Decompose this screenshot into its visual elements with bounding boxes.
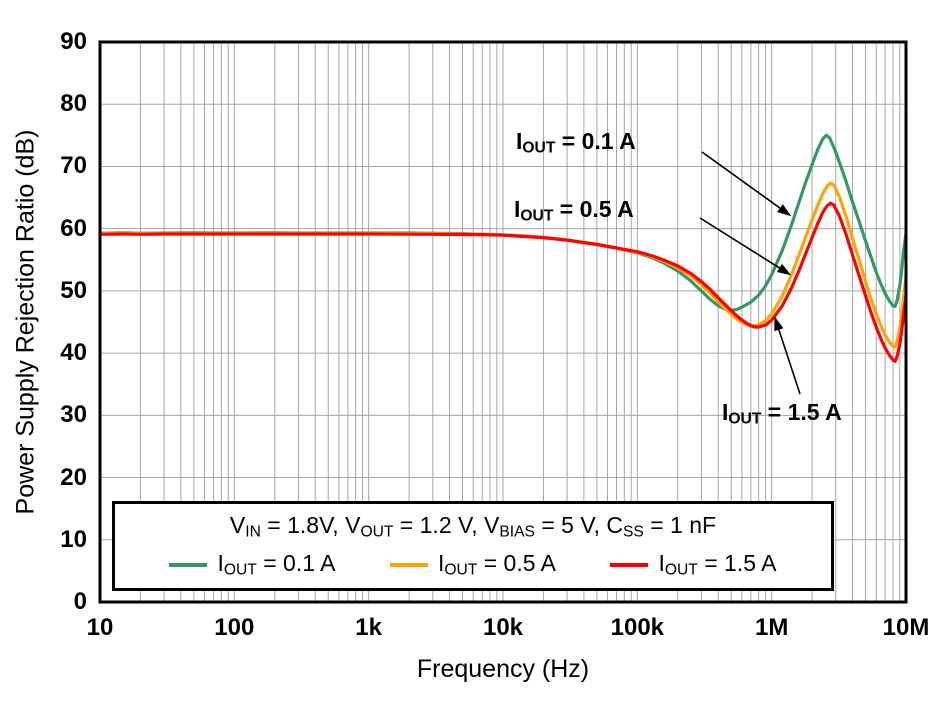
- legend-item-label: IOUT = 0.5 A: [437, 550, 556, 579]
- legend-item-label: IOUT = 0.1 A: [217, 550, 336, 579]
- y-tick-label: 30: [60, 401, 87, 429]
- annotation-iout-0.1a-arrow-line: [701, 151, 781, 209]
- legend-item-iout-0.1-a: IOUT = 0.1 A: [169, 550, 336, 579]
- y-tick-label: 40: [60, 339, 87, 367]
- x-tick-label: 100: [214, 614, 255, 641]
- curve-iout-1.5-a: [98, 201, 908, 363]
- legend-row: IOUT = 0.1 A IOUT = 0.5 A IOUT = 1.5 A: [115, 550, 831, 579]
- legend-swatch: [169, 562, 208, 567]
- annotation-iout-0.5a-arrowhead: [776, 263, 792, 276]
- x-tick-label: 1k: [355, 614, 383, 641]
- legend-item-iout-0.5-a: IOUT = 0.5 A: [389, 550, 556, 579]
- legend-conditions: VIN = 1.8V, VOUT = 1.2 V, VBIAS = 5 V, C…: [229, 512, 717, 541]
- annotation-iout-0.5a-label: IOUT = 0.5 A: [514, 196, 634, 225]
- annotation-iout-1.5a-label: IOUT = 1.5 A: [722, 399, 842, 428]
- legend-item-iout-1.5-a: IOUT = 1.5 A: [610, 550, 777, 579]
- annotation-iout-0.1a-arrowhead: [777, 204, 792, 217]
- plot-border: [98, 40, 908, 604]
- annotation-iout-0.5a-arrow-line: [699, 217, 780, 269]
- y-tick-label: 20: [60, 463, 87, 491]
- y-axis-title: Power Supply Rejection Ratio (dB): [11, 129, 40, 515]
- legend-swatch: [389, 562, 428, 567]
- x-tick-label: 10M: [882, 614, 928, 641]
- legend-box: VIN = 1.8V, VOUT = 1.2 V, VBIAS = 5 V, C…: [112, 501, 834, 591]
- annotation-iout-1.5a-arrow-line: [778, 329, 801, 395]
- legend-item-label: IOUT = 1.5 A: [658, 550, 777, 579]
- legend-swatch: [610, 562, 649, 567]
- y-tick-label: 10: [60, 525, 87, 553]
- annotation-iout-0.1a-label: IOUT = 0.1 A: [516, 128, 636, 157]
- y-tick-label: 80: [60, 90, 87, 118]
- x-tick-label: 100k: [610, 614, 665, 641]
- x-axis-title: Frequency (Hz): [416, 655, 590, 683]
- annotation-iout-1.5a-arrowhead: [774, 316, 784, 332]
- x-tick-label: 10k: [482, 614, 524, 641]
- x-tick-label: 10: [86, 614, 114, 641]
- y-tick-label: 60: [60, 214, 87, 242]
- y-tick-label: 90: [60, 28, 87, 55]
- y-tick-label: 50: [60, 276, 87, 304]
- x-tick-label: 1M: [754, 614, 789, 641]
- y-tick-label: 70: [60, 152, 87, 180]
- y-tick-label: 0: [73, 588, 87, 615]
